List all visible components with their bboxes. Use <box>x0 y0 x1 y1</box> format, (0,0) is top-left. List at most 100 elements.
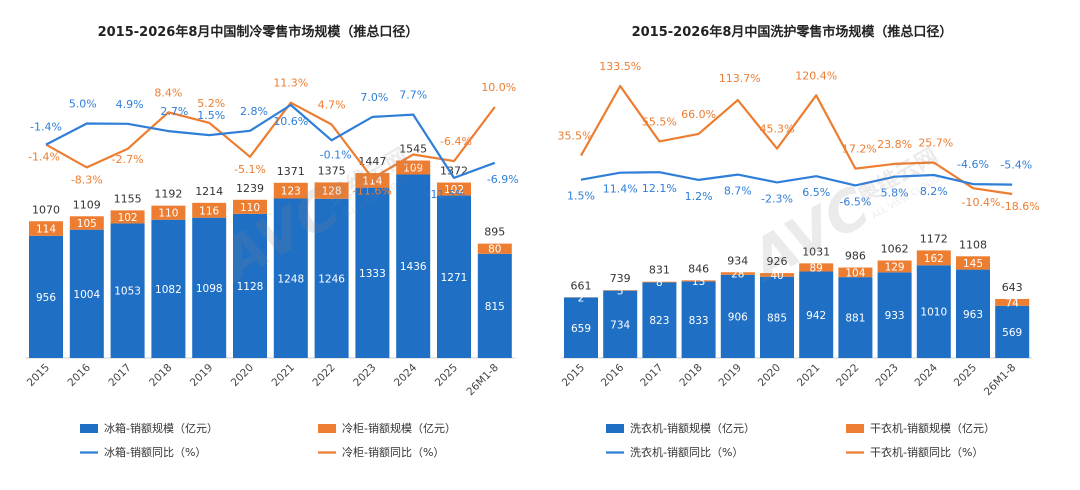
legend-label: 干衣机-销额同比（%） <box>870 445 983 459</box>
bar-total-label: 846 <box>688 262 709 275</box>
x-tick-label: 2020 <box>756 362 783 389</box>
bar-main-label: 1333 <box>359 268 386 280</box>
x-tick-label: 2021 <box>270 362 297 389</box>
line-data-label: 11.4% <box>603 183 638 196</box>
bar-total-label: 1372 <box>440 165 468 178</box>
x-tick-label: 26M1-8 <box>464 362 500 398</box>
legend-swatch <box>846 424 864 433</box>
legend-item: 洗衣机-销额同比（%） <box>606 445 743 459</box>
legend-label: 冰箱-销额规模（亿元） <box>104 421 218 435</box>
bar-main-label: 1246 <box>318 273 345 285</box>
line-data-label: -10.4% <box>962 196 1001 209</box>
bar-main-label: 1010 <box>920 307 947 319</box>
line-data-label: -5.4% <box>1000 159 1032 172</box>
line-data-label: 55.5% <box>642 115 677 128</box>
line-data-label: -4.6% <box>957 158 989 171</box>
line-data-label: 45.3% <box>760 123 795 136</box>
line-data-label: 66.0% <box>681 108 716 121</box>
line-data-label: 7.7% <box>399 89 427 102</box>
bar-total-label: 1108 <box>959 238 987 251</box>
line-data-label: 4.9% <box>116 98 144 111</box>
bar-total-label: 1239 <box>236 182 264 195</box>
bar-top-label: 145 <box>963 258 983 270</box>
chart-2: 2015-2026年8月中国洗护零售市场规模（推总口径）659266120157… <box>558 24 1040 459</box>
x-tick-label: 2023 <box>351 362 378 389</box>
line-data-label: 17.2% <box>842 143 877 156</box>
bar-total-label: 1214 <box>195 185 223 198</box>
line-data-label: -6.4% <box>440 135 472 148</box>
line-data-label: 35.5% <box>558 130 593 143</box>
bar-top-label: 8 <box>656 277 663 289</box>
x-tick-label: 2016 <box>599 361 627 389</box>
bar-total-label: 739 <box>610 272 631 285</box>
line-data-label: -8.3% <box>71 173 103 186</box>
line-data-label: -6.9% <box>487 173 519 186</box>
bar-total-label: 1192 <box>154 188 182 201</box>
legend-label: 冷柜-销额规模（亿元） <box>342 421 456 435</box>
x-tick-label: 2021 <box>795 362 822 389</box>
x-tick-label: 2024 <box>392 361 420 389</box>
bar-top-label: 162 <box>924 253 944 265</box>
bar-main-label: 942 <box>806 310 826 322</box>
legend-label: 洗衣机-销额规模（亿元） <box>630 421 755 435</box>
line-data-label: -0.1% <box>320 148 352 161</box>
bar-main-label: 823 <box>649 315 669 327</box>
x-tick-label: 2019 <box>717 362 744 389</box>
x-tick-label: 2024 <box>913 361 941 389</box>
line-data-label: 113.7% <box>719 72 761 85</box>
bar-total-label: 1375 <box>318 164 346 177</box>
line-data-label: 5.0% <box>69 98 97 111</box>
bar-main-label: 956 <box>36 292 56 304</box>
line-data-label: -2.3% <box>761 192 793 205</box>
bar-top-label: 116 <box>199 205 219 217</box>
x-tick-label: 2016 <box>66 361 94 389</box>
bar-top-label: 110 <box>158 208 178 220</box>
bar-top-label: 129 <box>885 261 905 273</box>
legend-label: 冷柜-销额同比（%） <box>342 445 444 459</box>
bar-main-label: 1082 <box>155 284 182 296</box>
bar-total-label: 1155 <box>114 192 142 205</box>
bar-total-label: 1371 <box>277 165 305 178</box>
line-data-label: -11.5% <box>427 188 466 201</box>
bar-main-label: 1004 <box>73 289 100 301</box>
bar-top-label: 28 <box>731 269 744 281</box>
legend-swatch <box>606 424 624 433</box>
bar-main-label: 1271 <box>441 272 468 284</box>
bar-main-label: 569 <box>1002 327 1022 339</box>
line-data-label: 1.2% <box>685 190 713 203</box>
bar-total-label: 1172 <box>920 232 948 245</box>
bar-top-label: 105 <box>77 218 97 230</box>
chart-title: 2015-2026年8月中国制冷零售市场规模（推总口径） <box>98 24 419 40</box>
line-data-label: 23.8% <box>877 138 912 151</box>
line-data-label: 7.0% <box>360 91 388 104</box>
x-tick-label: 2018 <box>677 362 704 389</box>
bar-total-label: 1062 <box>881 243 909 256</box>
bar-top-label: 74 <box>1006 297 1020 309</box>
legend-item: 干衣机-销额规模（亿元） <box>846 421 995 435</box>
bar-main-label: 1436 <box>400 261 427 273</box>
line-data-label: 5.2% <box>197 97 225 110</box>
bar-main-label: 659 <box>571 323 591 335</box>
legend-item: 冷柜-销额同比（%） <box>318 445 444 459</box>
line-data-label: 11.3% <box>273 77 308 90</box>
x-tick-label: 2025 <box>952 362 979 389</box>
bar-top-label: 114 <box>36 224 56 236</box>
legend-swatch <box>80 424 98 433</box>
line-data-label: -18.6% <box>1001 200 1040 213</box>
line-data-label: -5.1% <box>234 163 266 176</box>
line-data-label: 133.5% <box>599 60 641 73</box>
line-data-label: -2.7% <box>112 153 144 166</box>
bar-top-label: 5 <box>617 285 624 297</box>
bar-main-label: 1248 <box>277 273 304 285</box>
bar-top-label: 80 <box>488 244 501 256</box>
x-tick-label: 2022 <box>310 362 337 389</box>
line-data-label: 120.4% <box>795 69 837 82</box>
bar-total-label: 895 <box>484 226 505 239</box>
line-data-label: 2.8% <box>240 105 268 118</box>
x-tick-label: 2015 <box>560 362 587 389</box>
bar-main-label: 881 <box>845 313 865 325</box>
legend-item: 冰箱-销额同比（%） <box>80 445 206 459</box>
x-tick-label: 2025 <box>433 362 460 389</box>
